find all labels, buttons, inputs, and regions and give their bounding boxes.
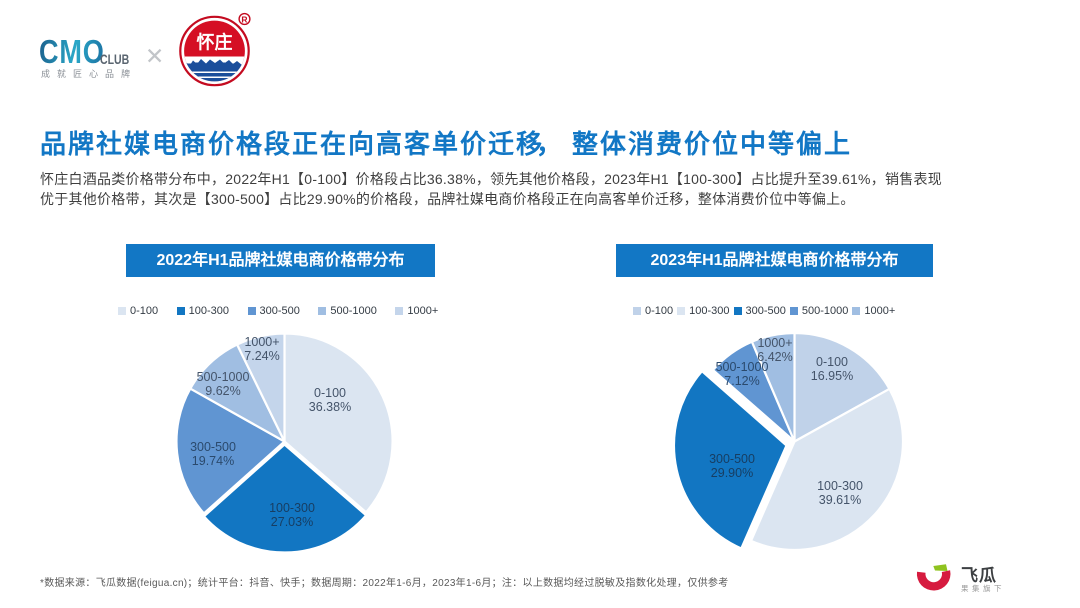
svg-text:怀庄: 怀庄 [197, 32, 233, 53]
svg-text:R: R [241, 14, 247, 24]
